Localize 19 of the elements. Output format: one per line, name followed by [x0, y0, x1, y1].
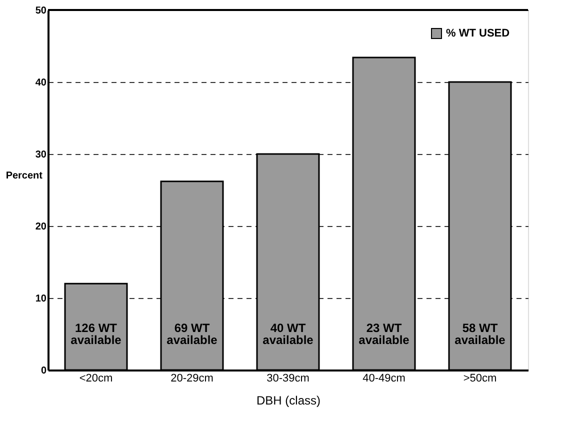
- y-tick-label: 50: [35, 6, 47, 16]
- x-tick-label: 20-29cm: [170, 372, 214, 384]
- annotation: 69 WT available: [166, 321, 218, 347]
- y-tick-label: 0: [40, 366, 47, 376]
- x-tick-label: 30-39cm: [266, 372, 310, 384]
- x-axis-title: DBH (class): [256, 394, 321, 408]
- x-tick-label: >50cm: [463, 372, 497, 384]
- y-tick-label: 10: [35, 294, 47, 304]
- x-tick-label: 40-49cm: [362, 372, 406, 384]
- y-tick-label: 30: [35, 150, 47, 160]
- legend-label: % WT USED: [446, 28, 510, 40]
- annotation: 126 WT available: [70, 321, 122, 347]
- x-tick-label: <20cm: [79, 372, 113, 384]
- annotation: 23 WT available: [358, 321, 410, 347]
- annotation: 58 WT available: [454, 321, 506, 347]
- annotation: 40 WT available: [262, 321, 314, 347]
- y-axis-title: Percent: [6, 170, 44, 182]
- y-tick-label: 40: [35, 78, 47, 88]
- y-tick-label: 20: [35, 222, 47, 232]
